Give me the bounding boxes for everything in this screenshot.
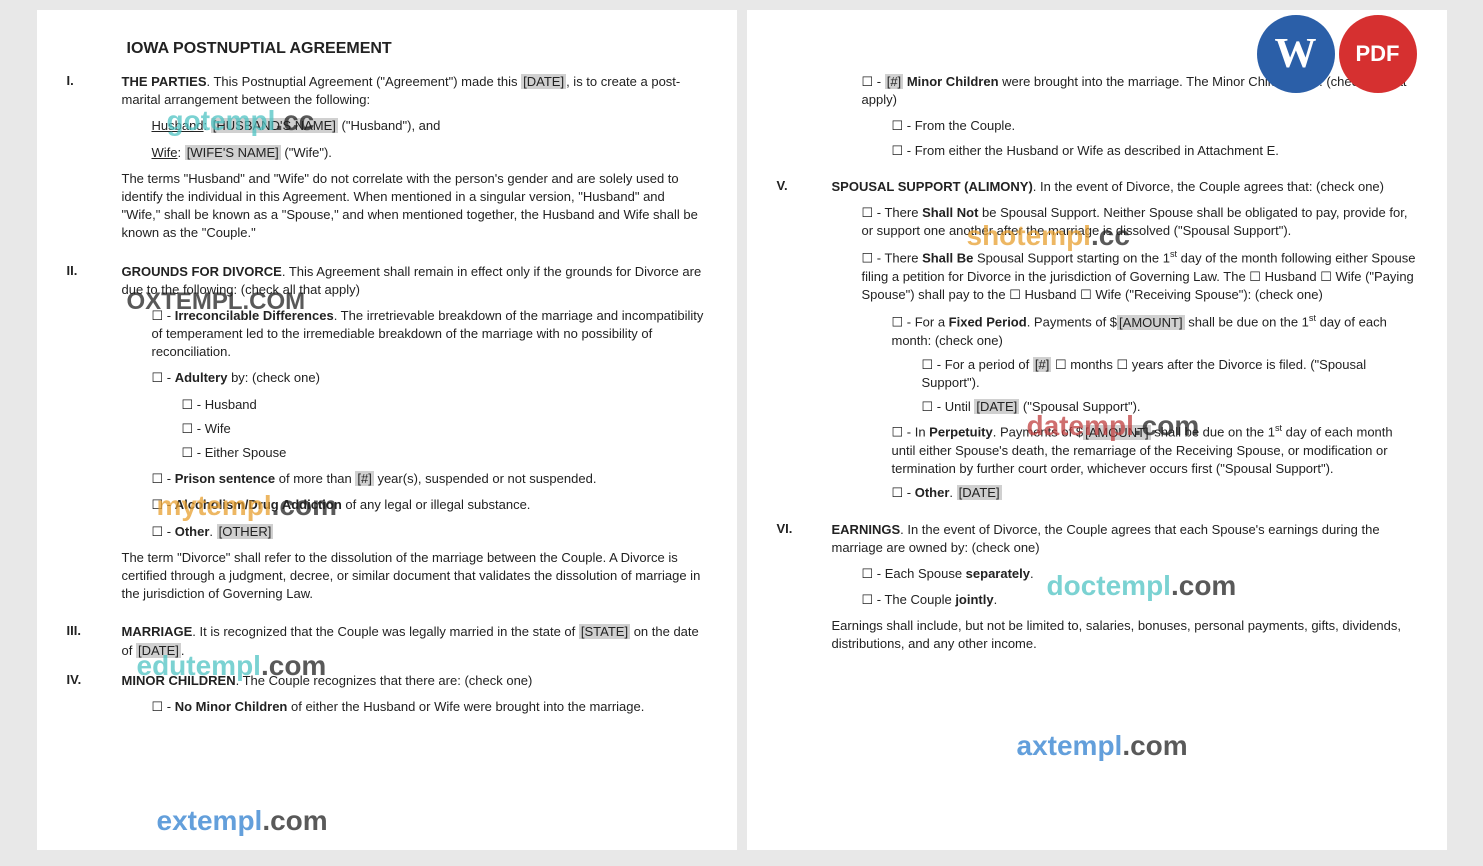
watermark: extempl.com [157,805,328,837]
section-heading: SPOUSAL SUPPORT (ALIMONY) [832,179,1033,194]
checkbox-until: ☐ - Until [DATE] ("Spousal Support"). [922,398,1417,416]
checkbox-perpetuity: ☐ - In Perpetuity. Payments of $[AMOUNT]… [892,422,1417,478]
section-spousal-support: V. SPOUSAL SUPPORT (ALIMONY). In the eve… [767,178,1417,509]
section-number: IV. [57,672,122,724]
section-number: II. [57,263,122,612]
husband-placeholder: [HUSBAND'S NAME] [211,118,338,133]
checkbox-from-either: ☐ - From either the Husband or Wife as d… [892,142,1417,160]
section-body: SPOUSAL SUPPORT (ALIMONY). In the event … [832,178,1417,509]
watermark: axtempl.com [1017,730,1188,762]
format-badges: W PDF [1257,15,1417,93]
section-minor-children: IV. MINOR CHILDREN. The Couple recognize… [57,672,707,724]
page-2: W PDF ☐ - [#] Minor Children were brough… [747,10,1447,850]
section-body: THE PARTIES. This Postnuptial Agreement … [122,73,707,251]
section-heading: THE PARTIES [122,74,207,89]
section-heading: EARNINGS [832,522,901,537]
checkbox-from-couple: ☐ - From the Couple. [892,117,1417,135]
section-number: V. [767,178,832,509]
checkbox-prison: ☐ - Prison sentence of more than [#] yea… [152,470,707,488]
section-earnings: VI. EARNINGS. In the event of Divorce, t… [767,521,1417,662]
earnings-paragraph: Earnings shall include, but not be limit… [832,617,1417,653]
checkbox-separately: ☐ - Each Spouse separately. [862,565,1417,583]
checkbox-fixed-period: ☐ - For a Fixed Period. Payments of $[AM… [892,312,1417,350]
checkbox-other: ☐ - Other. [OTHER] [152,523,707,541]
section-heading: GROUNDS FOR DIVORCE [122,264,282,279]
divorce-paragraph: The term "Divorce" shall refer to the di… [122,549,707,604]
section-body: MINOR CHILDREN. The Couple recognizes th… [122,672,707,724]
checkbox-adultery-wife: ☐ - Wife [182,420,707,438]
checkbox-other-support: ☐ - Other. [DATE] [892,484,1417,502]
section-heading: MARRIAGE [122,624,193,639]
section-parties: I. THE PARTIES. This Postnuptial Agreeme… [57,73,707,251]
section-body: EARNINGS. In the event of Divorce, the C… [832,521,1417,662]
husband-line: Husband: [HUSBAND'S NAME] ("Husband"), a… [152,117,707,135]
checkbox-shall-be: ☐ - There Shall Be Spousal Support start… [862,248,1417,304]
wife-placeholder: [WIFE'S NAME] [185,145,281,160]
word-badge-icon: W [1257,15,1335,93]
wife-line: Wife: [WIFE'S NAME] ("Wife"). [152,144,707,162]
checkbox-adultery-husband: ☐ - Husband [182,396,707,414]
section-number: VI. [767,521,832,662]
checkbox-adultery-either: ☐ - Either Spouse [182,444,707,462]
section-heading: MINOR CHILDREN [122,673,236,688]
checkbox-for-period: ☐ - For a period of [#] ☐ months ☐ years… [922,356,1417,392]
terms-paragraph: The terms "Husband" and "Wife" do not co… [122,170,707,243]
section-body: GROUNDS FOR DIVORCE. This Agreement shal… [122,263,707,612]
checkbox-no-children: ☐ - No Minor Children of either the Husb… [152,698,707,716]
checkbox-shall-not: ☐ - There Shall Not be Spousal Support. … [862,204,1417,240]
date-placeholder: [DATE] [521,74,566,89]
checkbox-alcoholism: ☐ - Alcoholism/Drug Addiction of any leg… [152,496,707,514]
section-number: III. [57,623,122,659]
document-title: IOWA POSTNUPTIAL AGREEMENT [127,40,707,58]
pdf-badge-icon: PDF [1339,15,1417,93]
section-body: MARRIAGE. It is recognized that the Coup… [122,623,707,659]
section-marriage: III. MARRIAGE. It is recognized that the… [57,623,707,659]
section-grounds: II. GROUNDS FOR DIVORCE. This Agreement … [57,263,707,612]
section-number: I. [57,73,122,251]
page-1: IOWA POSTNUPTIAL AGREEMENT I. THE PARTIE… [37,10,737,850]
checkbox-irreconcilable: ☐ - Irreconcilable Differences. The irre… [152,307,707,362]
checkbox-adultery: ☐ - Adultery by: (check one) [152,369,707,387]
checkbox-jointly: ☐ - The Couple jointly. [862,591,1417,609]
